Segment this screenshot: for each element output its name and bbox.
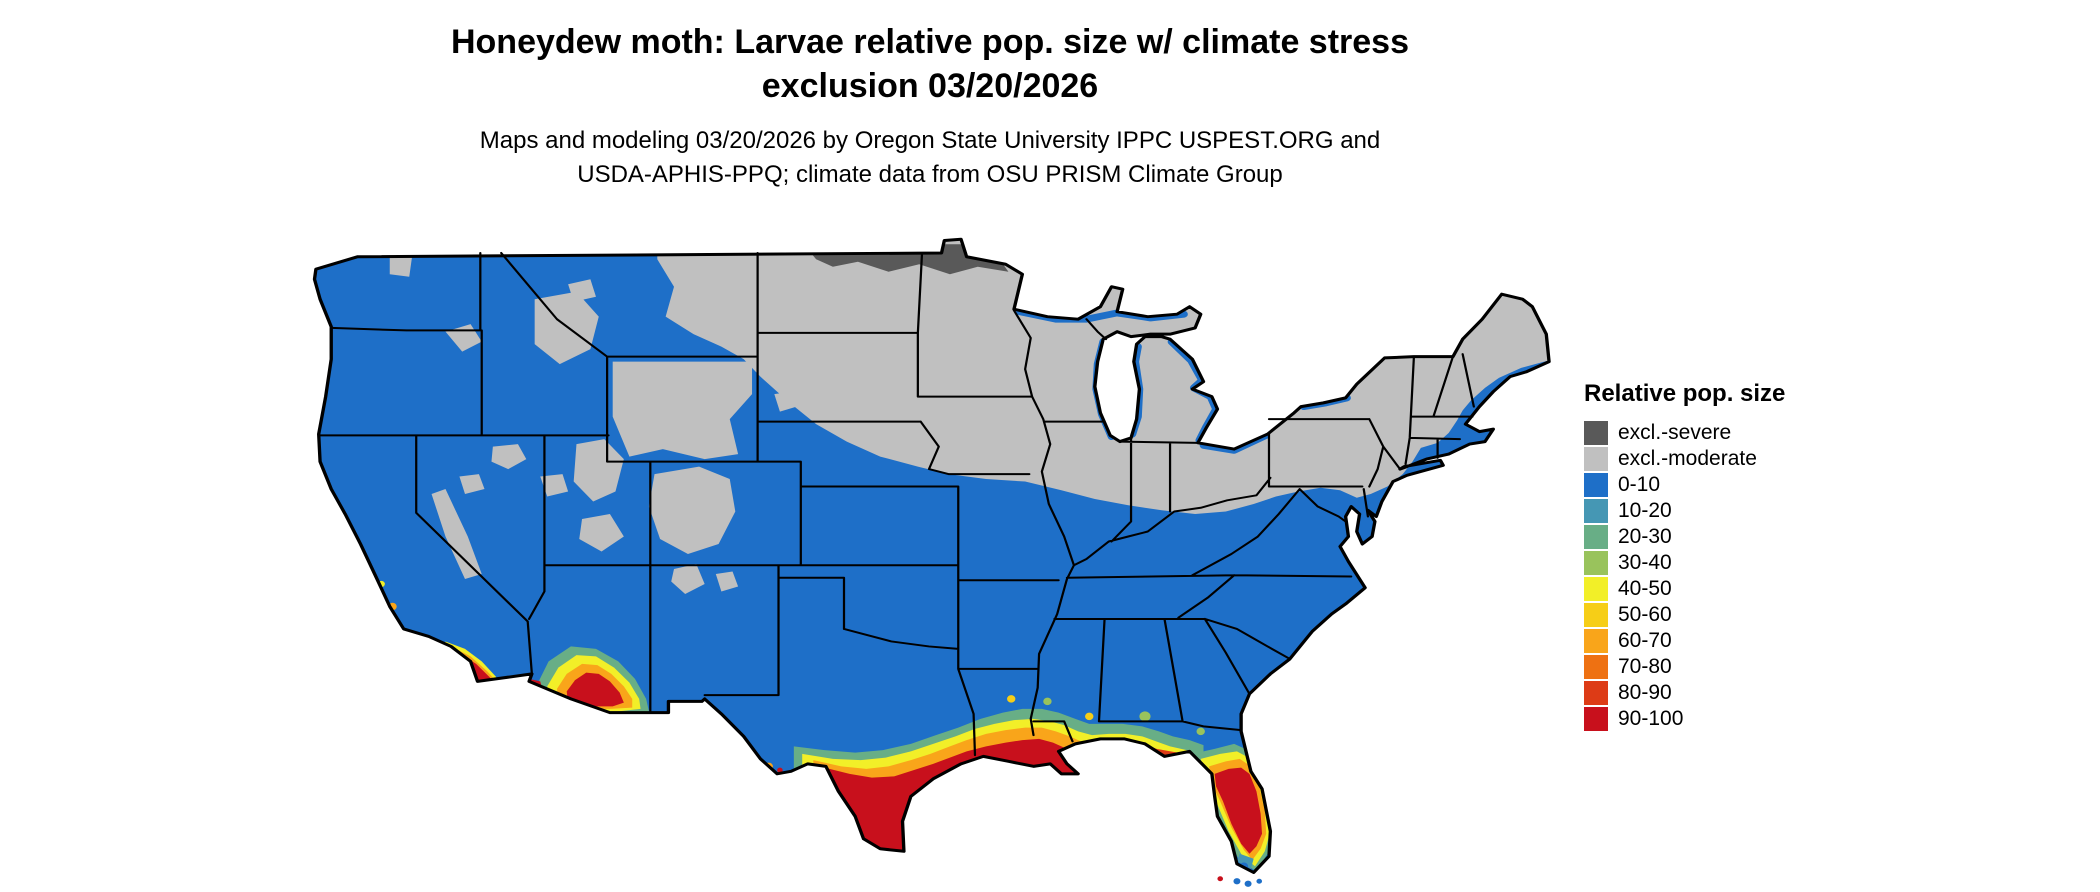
legend-label: 40-50: [1618, 577, 1672, 600]
legend-label: 50-60: [1618, 603, 1672, 626]
legend-item: 0-10: [1584, 472, 1785, 498]
figure-header: Honeydew moth: Larvae relative pop. size…: [0, 20, 1860, 192]
region-pop-30-40-speck: [1139, 711, 1151, 722]
legend-rows: excl.-severe excl.-moderate 0-10 10-20 20-30…: [1584, 420, 1785, 732]
region-pop-30-40-speck: [1043, 697, 1052, 706]
keys-dot: [1233, 878, 1241, 885]
map-title-line1: Honeydew moth: Larvae relative pop. size…: [450, 23, 1409, 61]
legend-label: excl.-moderate: [1618, 447, 1757, 470]
legend-item: 90-100: [1584, 706, 1785, 732]
map-title-line2: exclusion 03/20/2026: [761, 67, 1099, 106]
legend: Relative pop. size excl.-severe excl.-mod…: [1584, 380, 1785, 732]
region-pop-10-20-florida-tip: [1236, 853, 1254, 869]
legend-label: 90-100: [1618, 707, 1684, 730]
legend-swatch: [1584, 577, 1608, 601]
us-outline: [312, 237, 1551, 875]
legend-swatch: [1584, 681, 1608, 705]
keys-dot: [1217, 876, 1224, 882]
legend-swatch: [1584, 551, 1608, 575]
state-boundaries: [317, 251, 1475, 757]
legend-item: 30-40: [1584, 550, 1785, 576]
legend-swatch: [1584, 603, 1608, 627]
map-subtitle: Maps and modeling 03/20/2026 by Oregon S…: [0, 124, 1860, 191]
legend-item: 50-60: [1584, 602, 1785, 628]
region-pop-50-60-speck: [1085, 712, 1094, 721]
legend-label: 20-30: [1618, 525, 1672, 548]
legend-swatch: [1584, 655, 1608, 679]
legend-swatch: [1584, 447, 1608, 471]
legend-label: 10-20: [1618, 499, 1672, 522]
map-subtitle-line1: Maps and modeling 03/20/2026 by Oregon S…: [479, 127, 1381, 155]
legend-item: 80-90: [1584, 680, 1785, 706]
florida-keys-dots: [1217, 876, 1263, 887]
legend-label: 30-40: [1618, 551, 1672, 574]
region-pop-90-100-florida: [1214, 767, 1263, 854]
legend-swatch: [1584, 629, 1608, 653]
legend-swatch: [1584, 421, 1608, 445]
legend-swatch: [1584, 707, 1608, 731]
legend-item: excl.-moderate: [1584, 446, 1785, 472]
us-map: [312, 237, 1551, 887]
legend-label: 80-90: [1618, 681, 1672, 704]
region-pop-90-100-speck: [777, 767, 783, 773]
legend-item: 40-50: [1584, 576, 1785, 602]
region-pop-30-40-speck: [1196, 727, 1205, 736]
legend-swatch: [1584, 473, 1608, 497]
region-pop-90-100-arizona: [566, 672, 624, 707]
legend-label: 0-10: [1618, 473, 1661, 496]
legend-swatch: [1584, 499, 1608, 523]
map-title: Honeydew moth: Larvae relative pop. size…: [0, 20, 1860, 108]
legend-item: 10-20: [1584, 498, 1785, 524]
legend-title: Relative pop. size: [1584, 380, 1786, 407]
map-fill-layers: [314, 239, 1550, 873]
legend-item: excl.-severe: [1584, 420, 1785, 446]
legend-label: 70-80: [1618, 655, 1672, 678]
legend-item: 20-30: [1584, 524, 1785, 550]
legend-label: 60-70: [1618, 629, 1672, 652]
legend-item: 70-80: [1584, 654, 1785, 680]
legend-swatch: [1584, 525, 1608, 549]
region-pop-50-60-speck: [1007, 695, 1016, 703]
legend-label: excl.-severe: [1618, 421, 1732, 444]
map-subtitle-line2: USDA-APHIS-PPQ; climate data from OSU PR…: [577, 160, 1283, 188]
keys-dot: [1256, 878, 1263, 884]
region-excl-moderate-west-patches: [389, 254, 797, 594]
region-pop-60-70-speck: [669, 702, 679, 711]
legend-item: 60-70: [1584, 628, 1785, 654]
keys-dot: [1244, 880, 1252, 887]
